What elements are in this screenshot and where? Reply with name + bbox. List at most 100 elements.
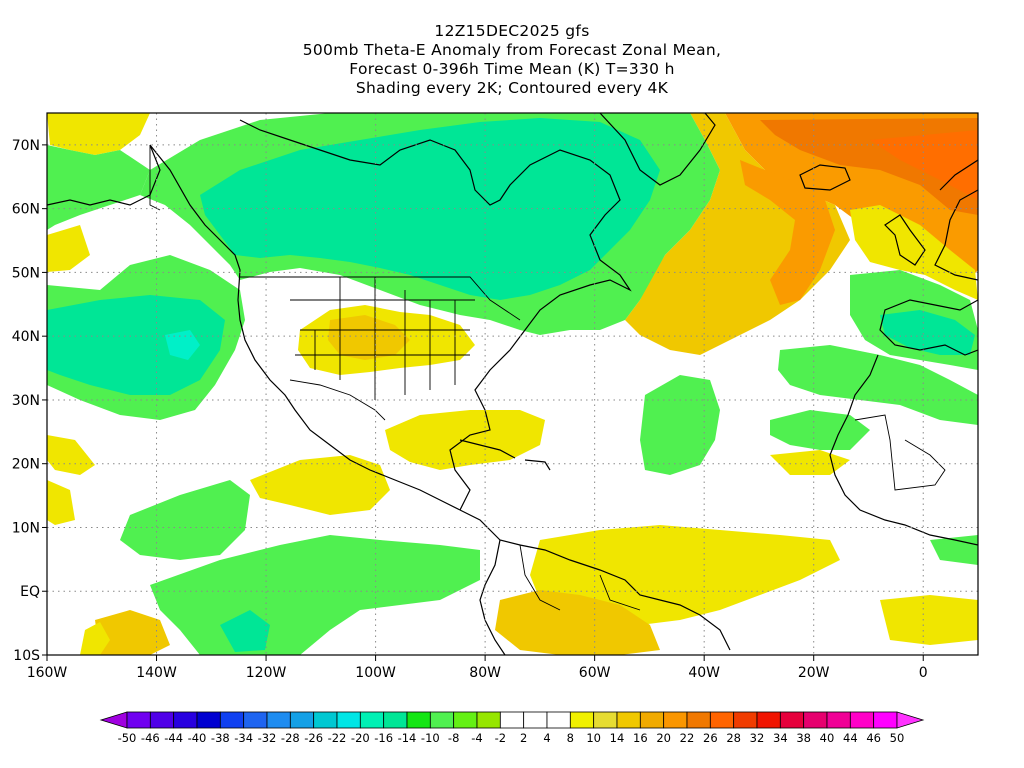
colorbar-swatch xyxy=(243,711,268,729)
colorbar-label: 28 xyxy=(726,731,741,745)
anomaly-region-yellow-western-europe xyxy=(850,205,978,300)
border-us-mexico xyxy=(289,379,386,421)
colorbar-swatch xyxy=(219,711,245,729)
colorbar-swatch xyxy=(569,711,595,729)
colorbar-swatch xyxy=(709,711,735,729)
anomaly-region-yellow-equatorial-pacific-sw xyxy=(80,622,110,655)
lat-tick-label: 50N xyxy=(12,265,40,281)
plot-frame xyxy=(46,112,979,656)
anomaly-region-yellow-subtropic-pacific xyxy=(47,480,75,525)
colorbar-label: -8 xyxy=(448,731,459,745)
coastline-north-america-east xyxy=(239,119,632,511)
lon-tick-label: 160W xyxy=(27,665,68,681)
colorbar-label: 10 xyxy=(586,731,601,745)
colorbar-label: -50 xyxy=(118,731,137,745)
colorbar-swatch xyxy=(289,711,315,729)
coastline-europe xyxy=(879,189,978,356)
colorbar-label: -32 xyxy=(258,731,277,745)
lat-tick-label: 40N xyxy=(12,329,40,345)
coastline-greenland xyxy=(599,113,716,186)
title-line-run: 12Z15DEC2025 gfs xyxy=(434,22,590,40)
colorbar-swatch xyxy=(476,711,501,729)
coastline-hispaniola xyxy=(524,459,551,471)
colorbar-label: 26 xyxy=(703,731,718,745)
map-title-block: 12Z15DEC2025 gfs 500mb Theta-E Anomaly f… xyxy=(0,22,1024,98)
coastline-british-isles xyxy=(884,214,926,266)
political-borders xyxy=(149,145,946,611)
colorbar-swatch xyxy=(686,711,711,729)
axis-ticks xyxy=(42,144,924,661)
border-south-america xyxy=(519,544,641,611)
title-line-field: 500mb Theta-E Anomaly from Forecast Zona… xyxy=(302,41,722,59)
colorbar-label: -46 xyxy=(141,731,160,745)
lon-tick-label: 20W xyxy=(798,665,830,681)
longitude-labels: 160W 140W 120W 100W 80W 60W 40W 20W 0 xyxy=(27,665,928,681)
colorbar-swatch xyxy=(266,711,291,729)
colorbar-label: 16 xyxy=(633,731,648,745)
anomaly-region-green-north-atlantic-east xyxy=(778,345,978,425)
lon-tick-label: 80W xyxy=(469,665,501,681)
colorbar-swatch xyxy=(523,711,548,729)
colorbar-swatch xyxy=(313,711,338,729)
anomaly-region-teal-canada-core xyxy=(200,118,660,300)
lon-tick-label: 120W xyxy=(246,665,287,681)
lon-tick-label: 100W xyxy=(355,665,396,681)
lat-lon-grid xyxy=(47,113,978,655)
lon-tick-label: 140W xyxy=(136,665,177,681)
colorbar-swatch xyxy=(663,711,688,729)
colorbar-label: -2 xyxy=(495,731,506,745)
coastline-alaska xyxy=(47,144,161,206)
anomaly-region-yellow-gulf-of-guinea xyxy=(880,595,978,645)
colorbar: -50 -46 -44 -40 -38 -34 -32 -28 -26 -22 -20 -16 -14-… xyxy=(99,711,925,745)
anomaly-region-orange-atlantic-tongue xyxy=(740,160,835,305)
anomaly-region-green-central-atlantic xyxy=(640,375,720,475)
colorbar-swatch xyxy=(196,711,221,729)
us-state-lines xyxy=(290,277,475,400)
anomaly-region-gold-amazon xyxy=(495,590,660,655)
colorbar-swatch xyxy=(173,711,198,729)
coastline-scandinavia xyxy=(939,159,978,191)
colorbar-label: 50 xyxy=(890,731,905,745)
lat-tick-label: 60N xyxy=(12,202,40,218)
anomaly-region-teal-equatorial-pacific xyxy=(220,610,270,652)
anomaly-region-darkorange-scandinavia xyxy=(870,130,978,200)
colorbar-swatch xyxy=(499,711,525,729)
colorbar-label: -26 xyxy=(304,731,323,745)
colorbar-label: 34 xyxy=(773,731,788,745)
colorbar-swatch xyxy=(336,711,361,729)
coastline-south-america xyxy=(459,509,731,651)
latitude-labels: 70N 60N 50N 40N 30N 20N 10N EQ 10S xyxy=(12,138,40,664)
border-us-canada xyxy=(240,276,521,321)
lat-tick-label: 10N xyxy=(12,520,40,536)
colorbar-swatch xyxy=(849,711,875,729)
colorbar-label: 20 xyxy=(656,731,671,745)
title-line-forecast: Forecast 0-396h Time Mean (K) T=330 h xyxy=(349,60,675,78)
colorbar-label: -4 xyxy=(471,731,482,745)
anomaly-region-green-alaska xyxy=(47,145,150,230)
lat-tick-label: 30N xyxy=(12,393,40,409)
lat-tick-label: 70N xyxy=(12,138,40,154)
colorbar-swatch xyxy=(546,711,571,729)
colorbar-swatch xyxy=(803,711,828,729)
anomaly-region-teal-east-pacific xyxy=(47,295,225,395)
colorbar-swatch xyxy=(873,711,898,729)
colorbar-swatch xyxy=(756,711,781,729)
colorbar-label: -34 xyxy=(234,731,253,745)
colorbar-label: 2 xyxy=(520,731,527,745)
colorbar-label: -44 xyxy=(164,731,183,745)
shaded-field xyxy=(47,113,978,655)
coastline-cuba xyxy=(459,439,516,459)
colorbar-label: 14 xyxy=(610,731,625,745)
colorbar-label: 4 xyxy=(543,731,550,745)
anomaly-region-yellow-trop-pacific-1 xyxy=(250,455,390,515)
anomaly-region-green-trop-pacific xyxy=(120,480,250,560)
anomaly-region-yellow-hawaii xyxy=(47,435,95,475)
anomaly-region-gold-equatorial-pacific-sw xyxy=(95,610,170,655)
colorbar-label: 46 xyxy=(866,731,881,745)
colorbar-label: -16 xyxy=(374,731,393,745)
anomaly-region-yellow-gulf-of-mexico xyxy=(385,410,545,470)
colorbar-swatch xyxy=(639,711,665,729)
colorbar-high-arrow xyxy=(896,711,925,729)
colorbar-label: -28 xyxy=(281,731,300,745)
